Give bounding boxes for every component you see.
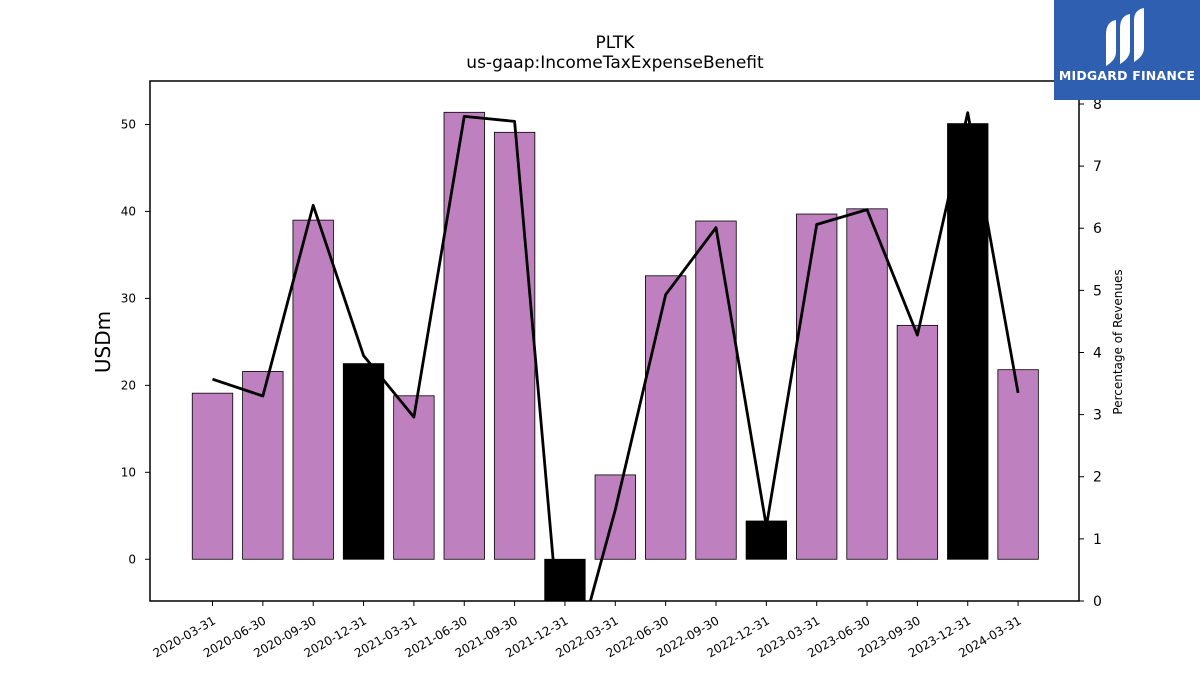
- y2-tick-label: 4: [1093, 345, 1102, 361]
- y-tick-label: 20: [121, 378, 136, 392]
- y2-tick-label: 2: [1093, 470, 1102, 486]
- bar-2020-06-30: [242, 371, 284, 560]
- plot-frame: [149, 80, 1080, 602]
- bar-2022-09-30: [695, 220, 737, 560]
- y-tick-label: 10: [121, 465, 136, 479]
- bar-2021-03-31: [393, 395, 435, 560]
- y-tick-label: 40: [121, 204, 136, 218]
- percentage-line: [212, 111, 1020, 601]
- logo-text: MIDGARD FINANCE: [1058, 68, 1196, 83]
- y2-tick-label: 3: [1093, 408, 1102, 424]
- bar-2021-12-31: [544, 558, 586, 602]
- bar-2022-03-31: [594, 474, 636, 560]
- y2-tick-label: 7: [1093, 159, 1102, 175]
- bar-2020-09-30: [292, 219, 334, 560]
- bar-2021-06-30: [443, 111, 485, 560]
- chart-subtitle: us-gaap:IncomeTaxExpenseBenefit: [466, 53, 764, 73]
- line-layer: [212, 111, 1020, 601]
- right-axis-ticks: 0 1 2 3 4 5 6 7 8: [1079, 97, 1102, 610]
- y2-tick-label: 8: [1093, 97, 1102, 113]
- brand-logo: MIDGARD FINANCE: [1054, 0, 1200, 100]
- bar-2023-09-30: [896, 324, 939, 560]
- y2-tick-label: 6: [1093, 221, 1102, 237]
- y-tick-label: 30: [121, 291, 136, 305]
- y2-tick-label: 5: [1093, 283, 1102, 299]
- y-tick-label: 0: [128, 552, 136, 566]
- left-axis-ticks: 0 10 20 30 40 50: [121, 117, 150, 566]
- y2-axis-label: Percentage of Revenues: [1111, 269, 1125, 414]
- bar-2022-06-30: [645, 275, 687, 560]
- x-axis-ticks: 2020-03-312020-06-302020-09-302020-12-31…: [151, 601, 1024, 660]
- logo-mark-icon: [1106, 8, 1144, 66]
- bars-layer: [191, 111, 1039, 602]
- bar-2020-03-31: [191, 392, 234, 560]
- bar-2023-12-31: [947, 123, 989, 560]
- bar-2023-06-30: [846, 208, 888, 560]
- bar-2024-03-31: [997, 369, 1039, 560]
- chart-title: PLTK: [596, 33, 636, 53]
- bar-2021-09-30: [493, 131, 536, 560]
- y2-tick-label: 1: [1093, 532, 1102, 548]
- y-axis-label: USDm: [91, 311, 115, 373]
- bar-2023-03-31: [796, 213, 838, 560]
- bar-2020-12-31: [342, 363, 385, 560]
- y-tick-label: 50: [121, 117, 136, 131]
- y2-tick-label: 0: [1093, 594, 1102, 610]
